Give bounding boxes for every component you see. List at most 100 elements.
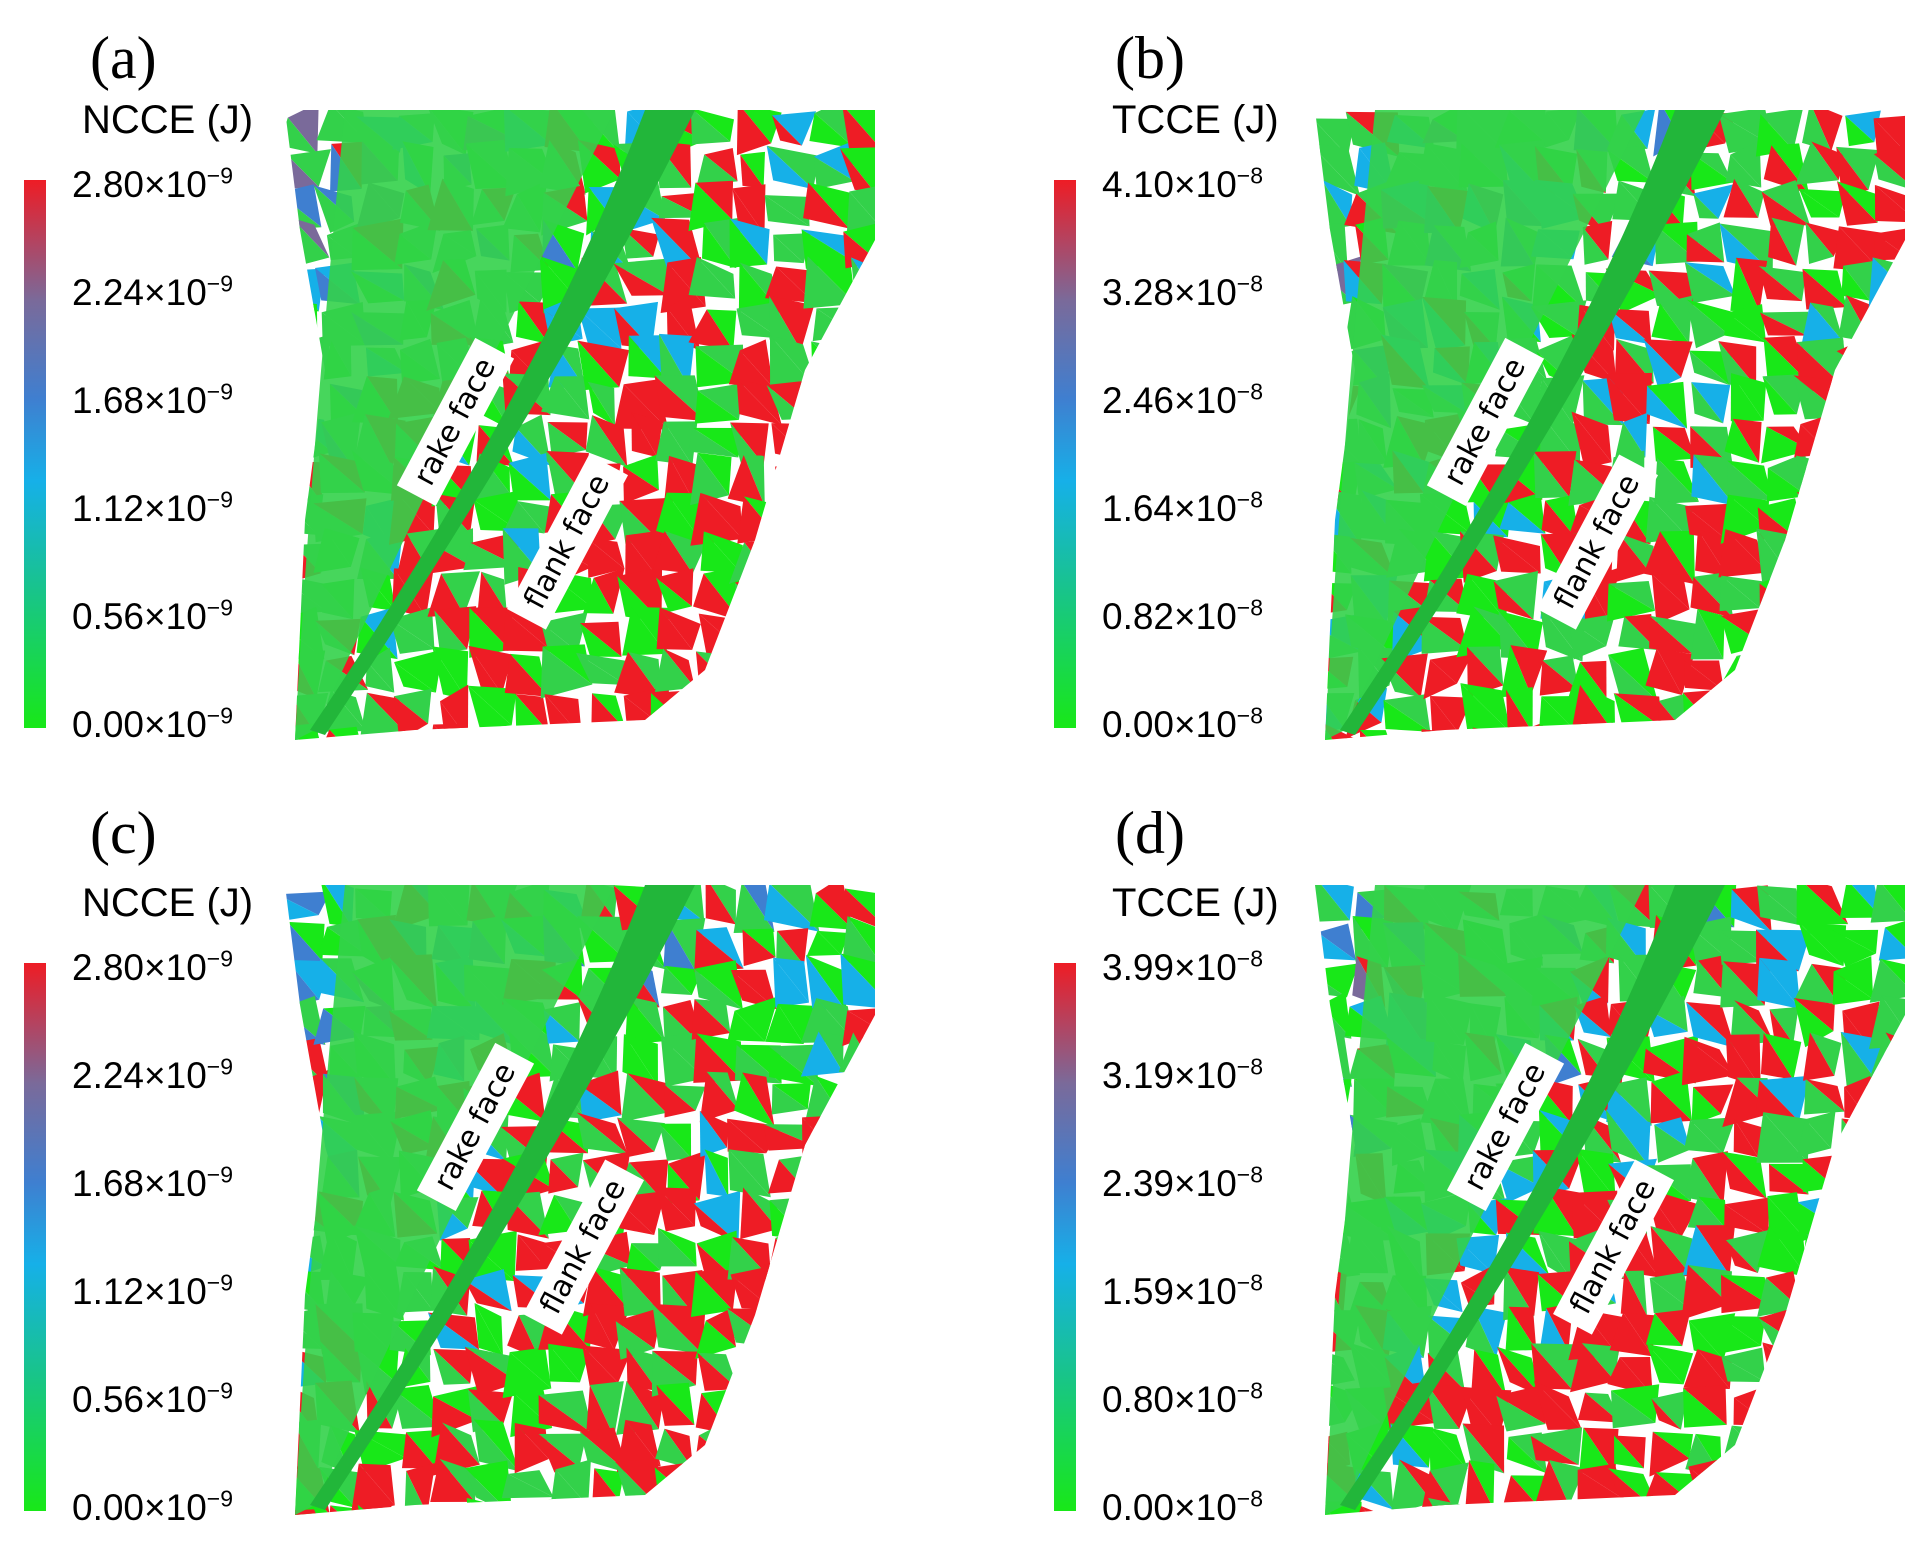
- mesh-triangle: [1769, 1007, 1799, 1044]
- mesh-triangle: [810, 1436, 850, 1472]
- mesh-triangle: [1830, 1432, 1875, 1473]
- mesh-triangle: [736, 1395, 778, 1437]
- mesh-triangle: [1619, 1356, 1653, 1396]
- mesh-triangle: [1687, 1264, 1733, 1305]
- mesh-triangle: [659, 333, 690, 388]
- mesh-triangle: [1805, 222, 1834, 264]
- mesh-triangle: [777, 1003, 818, 1044]
- mesh-triangle: [695, 344, 745, 382]
- mesh-triangle: [469, 607, 510, 658]
- mesh-triangle: [808, 1304, 856, 1352]
- mesh-triangle: [541, 376, 590, 420]
- colorbar-tick: 2.46×10−8: [1102, 378, 1264, 421]
- colorbar: [24, 180, 46, 728]
- mesh-triangle: [1796, 566, 1848, 610]
- panel-a: (a) NCCE (J) 2.80×10−9 2.24×10−9 1.68×10…: [0, 0, 955, 779]
- mesh-triangle: [1883, 333, 1905, 391]
- mesh-triangle: [693, 1033, 743, 1083]
- mesh-triangle: [1652, 426, 1696, 459]
- mesh-triangle: [1461, 1511, 1497, 1515]
- mesh-triangle: [844, 888, 875, 934]
- mesh-triangle: [1793, 694, 1849, 738]
- mesh-triangle: [846, 1386, 875, 1438]
- mesh-triangle: [804, 1226, 853, 1278]
- mesh-triangle: [1724, 312, 1766, 343]
- mesh-triangle: [1383, 694, 1431, 732]
- mesh-triangle: [393, 688, 432, 724]
- mesh-triangle: [695, 1269, 738, 1311]
- mesh-triangle: [769, 1431, 810, 1460]
- mesh-triangle: [1317, 1501, 1362, 1515]
- mesh-triangle: [663, 920, 696, 972]
- mesh-triangle: [550, 1152, 584, 1188]
- mesh-triangle: [655, 1428, 694, 1470]
- mesh-triangle: [1684, 1119, 1723, 1154]
- mesh-triangle: [1321, 179, 1353, 227]
- mesh-triangle: [1837, 581, 1876, 618]
- mesh-triangle: [1468, 1460, 1495, 1509]
- mesh-triangle: [725, 689, 773, 733]
- mesh-triangle: [850, 337, 875, 380]
- mesh-triangle: [394, 649, 443, 693]
- mesh-triangle: [1873, 577, 1905, 615]
- mesh-triangle: [614, 1197, 655, 1235]
- mesh-triangle: [1583, 1427, 1619, 1475]
- mesh-triangle: [1761, 180, 1810, 226]
- cutting-edge: [310, 885, 695, 1510]
- mesh-triangle: [1796, 492, 1831, 546]
- mesh-triangle: [767, 1237, 803, 1279]
- mesh-triangle: [839, 574, 875, 622]
- mesh-triangle: [697, 452, 732, 496]
- mesh-triangle: [1759, 957, 1801, 1010]
- mesh-triangle: [538, 1433, 580, 1473]
- mesh-triangle: [1645, 1313, 1683, 1347]
- mesh-triangle: [734, 571, 777, 615]
- mesh-triangle: [1799, 1308, 1838, 1358]
- mesh-triangle: [666, 492, 704, 544]
- mesh-triangle: [765, 266, 815, 303]
- mesh-triangle: [1315, 1156, 1344, 1200]
- mesh-triangle: [578, 1084, 622, 1123]
- mesh-triangle: [547, 421, 587, 458]
- mesh-triangle: [733, 885, 775, 933]
- mesh-triangle: [1810, 110, 1843, 152]
- mesh-triangle: [393, 1385, 442, 1427]
- mesh-triangle: [654, 1467, 702, 1509]
- mesh-triangle: [554, 1503, 589, 1515]
- mesh-triangle: [1645, 995, 1688, 1032]
- mesh-triangle: [1608, 654, 1658, 702]
- mesh-triangle: [1794, 963, 1839, 1004]
- mesh-triangle: [502, 1352, 552, 1399]
- mesh-triangle: [1606, 917, 1646, 969]
- mesh-triangle: [813, 504, 856, 537]
- mesh-triangle: [357, 1504, 406, 1515]
- mesh-triangle: [1359, 730, 1399, 740]
- mesh-triangle: [733, 1429, 779, 1471]
- mesh-triangle: [285, 1113, 318, 1154]
- mesh-triangle: [1624, 1270, 1647, 1316]
- mesh-triangle: [1800, 528, 1834, 586]
- mesh-triangle: [1868, 375, 1905, 430]
- panel-c: (c) NCCE (J) 2.80×10−9 2.24×10−9 1.68×10…: [0, 785, 955, 1564]
- mesh-triangle: [1811, 141, 1844, 181]
- mesh-triangle: [1690, 1502, 1729, 1515]
- mesh-triangle: [1760, 110, 1804, 151]
- mesh-triangle: [736, 302, 780, 339]
- mesh-triangle: [1837, 496, 1885, 547]
- mesh-triangle: [1498, 610, 1537, 659]
- mesh-triangle: [1607, 1468, 1662, 1514]
- mesh-triangle: [1802, 110, 1832, 152]
- mesh-triangle: [1720, 961, 1765, 1008]
- mesh-triangle: [696, 1469, 741, 1504]
- mesh-triangle: [399, 1508, 439, 1515]
- mesh-triangle: [1872, 500, 1905, 543]
- mesh-triangle: [287, 921, 325, 962]
- mesh-triangle: [739, 339, 774, 388]
- mesh-triangle: [1542, 655, 1579, 691]
- mesh-triangle: [768, 739, 803, 740]
- mesh-triangle: [1493, 570, 1539, 620]
- mesh-triangle: [1572, 684, 1616, 735]
- mesh-triangle: [809, 113, 855, 149]
- mesh-triangle: [1315, 885, 1350, 922]
- mesh-triangle: [1842, 654, 1874, 688]
